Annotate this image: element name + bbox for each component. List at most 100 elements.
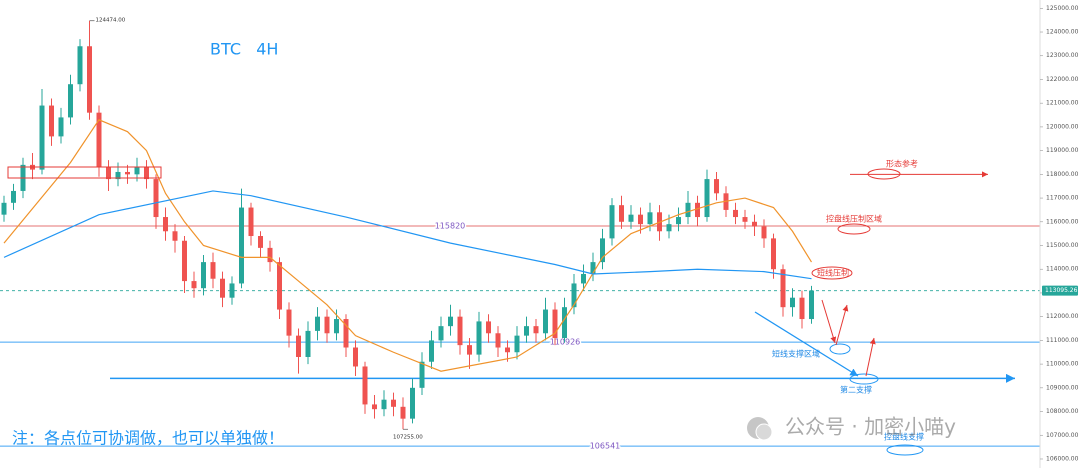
- moving-average: [3, 119, 813, 372]
- candle-body: [476, 321, 482, 355]
- resistance-box: [7, 166, 162, 179]
- candle-body: [685, 202, 691, 218]
- candle-body: [619, 205, 624, 222]
- y-tick-label: 121000.00: [1046, 100, 1079, 107]
- note: 短线支撑区域: [772, 349, 820, 359]
- candle-body: [163, 217, 168, 232]
- y-tick-label: 125000.00: [1046, 5, 1079, 12]
- candle-body: [248, 207, 254, 237]
- candle-body: [134, 167, 140, 175]
- y-tick-label: 119000.00: [1046, 147, 1079, 154]
- candle-body: [372, 404, 377, 410]
- ellipse: [849, 373, 879, 385]
- candle-body: [799, 297, 805, 320]
- candle-body: [49, 105, 54, 137]
- note: 形态参考: [886, 159, 918, 169]
- ellipse: [829, 343, 851, 355]
- candle-body: [267, 247, 273, 263]
- candle-body: [628, 214, 634, 222]
- candle-body: [39, 105, 45, 170]
- moving-average: [3, 190, 812, 280]
- candle-body: [571, 283, 577, 308]
- candle-body: [600, 238, 605, 263]
- y-tick-label: 107000.00: [1046, 432, 1079, 439]
- y-tick-label: 122000.00: [1046, 76, 1079, 83]
- watermark-text: 公众号 · 加密小喵y: [785, 415, 956, 439]
- candle-body: [790, 297, 795, 308]
- candle-body: [543, 309, 548, 334]
- candle-body: [229, 283, 235, 298]
- support-trendline: [754, 311, 859, 377]
- candle-body: [315, 316, 320, 331]
- candle-body: [106, 167, 111, 180]
- price-annotation: 124474.00: [96, 17, 126, 23]
- y-tick-label: 120000.00: [1046, 123, 1079, 130]
- y-tick-label: 109000.00: [1046, 384, 1079, 391]
- y-tick-label: 110000.00: [1046, 361, 1079, 368]
- arrow: [835, 304, 849, 346]
- chart-title: BTC 4H: [210, 40, 278, 59]
- candle-body: [438, 326, 444, 341]
- candle-body: [761, 226, 767, 239]
- candle-body: [353, 347, 358, 367]
- candle-body: [495, 333, 501, 348]
- footnote: 注：各点位可协调做，也可以单独做！: [12, 429, 284, 448]
- candle-body: [324, 316, 330, 334]
- candle-body: [153, 179, 159, 218]
- note: 第二支撑: [840, 385, 872, 395]
- note: 控盘线压制区域: [826, 214, 882, 224]
- candle-body: [533, 326, 539, 334]
- candle-body: [96, 112, 102, 168]
- candle-body: [210, 262, 216, 279]
- candle-body: [286, 309, 292, 336]
- y-tick-label: 115000.00: [1046, 242, 1079, 249]
- candle-body: [334, 319, 339, 334]
- price-annotation: 107255.00: [393, 435, 423, 441]
- candle-body: [258, 236, 263, 248]
- y-tick-label: 124000.00: [1046, 29, 1079, 36]
- current-price-tag: [1042, 285, 1078, 296]
- candle-body: [1, 202, 7, 215]
- candle-body: [381, 399, 387, 410]
- ellipse: [837, 223, 871, 235]
- candle-body: [771, 238, 776, 270]
- y-tick-label: 111000.00: [1046, 337, 1079, 344]
- candle-body: [514, 335, 520, 353]
- note: 短线压制: [817, 268, 849, 278]
- candle-body: [68, 84, 73, 118]
- note: 控盘线支撑: [884, 432, 924, 442]
- candle-body: [144, 167, 149, 180]
- candle-body: [77, 46, 83, 85]
- y-tick-label: 116000.00: [1046, 218, 1079, 225]
- y-tick-label: 123000.00: [1046, 52, 1079, 59]
- watermark-icon: [755, 423, 773, 441]
- candle-body: [733, 209, 738, 218]
- candle-body: [666, 224, 672, 232]
- watermark: 公众号 · 加密小喵y: [747, 415, 956, 441]
- arrow: [865, 337, 876, 377]
- candle-body: [552, 309, 558, 339]
- candle-body: [714, 179, 719, 194]
- candle-body: [11, 190, 16, 203]
- candle-body: [581, 273, 586, 284]
- candle-body: [58, 117, 64, 137]
- y-tick-label: 112000.00: [1046, 313, 1079, 320]
- ellipse: [867, 168, 901, 180]
- current-price-label: 113095.26: [1045, 287, 1078, 294]
- candle-body: [400, 406, 406, 419]
- candle-body: [780, 269, 786, 308]
- candle-body: [391, 399, 396, 407]
- ellipse: [811, 266, 853, 280]
- y-tick-label: 108000.00: [1046, 408, 1079, 415]
- candle-body: [125, 171, 130, 175]
- arrow: [821, 299, 837, 344]
- candle-body: [590, 262, 596, 274]
- candle-body: [647, 212, 653, 225]
- y-tick-label: 114000.00: [1046, 266, 1079, 273]
- candle-body: [305, 330, 311, 357]
- candle-body: [742, 217, 748, 222]
- candle-body: [277, 262, 282, 310]
- candle-body: [191, 281, 197, 289]
- candle-body: [429, 340, 434, 362]
